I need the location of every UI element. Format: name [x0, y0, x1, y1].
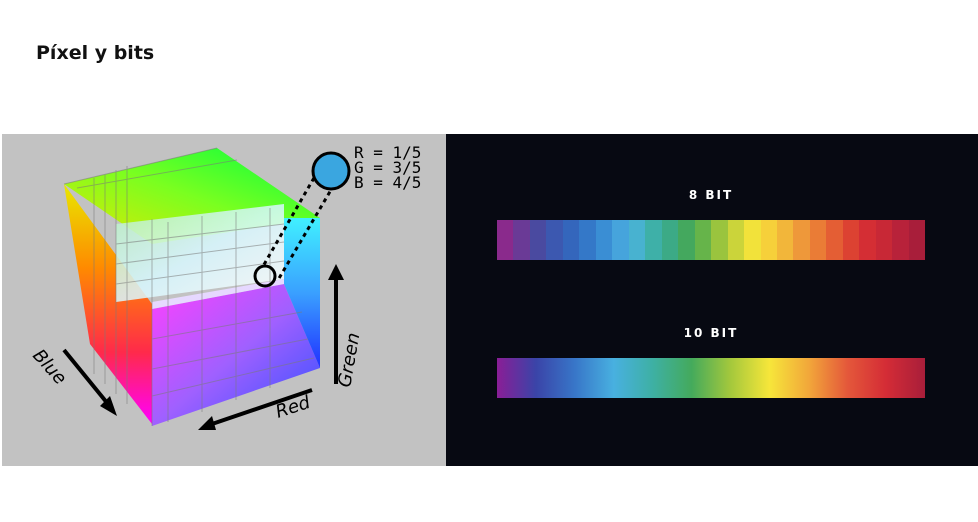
color-step: [892, 220, 909, 260]
cube-inner-step: [152, 279, 284, 309]
color-step: [711, 220, 728, 260]
label-8-bit: 8 BIT: [688, 188, 734, 202]
gradient-bar-10-bit: [497, 358, 925, 398]
selected-voxel-ring: [253, 264, 277, 288]
gradient-bar-8-bit: [497, 220, 926, 260]
color-step: [661, 220, 679, 260]
readout-b: B = 4/5: [354, 173, 421, 192]
readout-g: G = 3/5: [354, 158, 421, 177]
color-step: [612, 220, 629, 260]
color-step: [546, 220, 563, 260]
blue-axis-arrow: [62, 348, 117, 416]
color-step: [760, 220, 777, 260]
bit-depth-panel: 8 BIT 10 BIT: [446, 134, 978, 466]
connector-line-lower: [276, 177, 340, 281]
red-axis-arrow: [198, 388, 313, 430]
color-step: [908, 220, 926, 260]
color-step: [744, 220, 761, 260]
color-step: [645, 220, 662, 260]
green-axis-arrow: [328, 264, 344, 384]
color-step: [694, 220, 712, 260]
color-step: [595, 220, 613, 260]
color-step: [513, 220, 530, 260]
slide-title: Píxel y bits: [36, 42, 155, 64]
color-step: [826, 220, 843, 260]
color-step: [529, 220, 547, 260]
color-step: [793, 220, 810, 260]
color-step: [579, 220, 596, 260]
color-step: [497, 220, 514, 260]
cube-left-face: [64, 184, 152, 424]
color-step: [727, 220, 745, 260]
cube-grid-lines: [63, 147, 315, 426]
selected-pixel-circle: [311, 151, 351, 191]
color-step: [809, 220, 827, 260]
color-step: [562, 220, 580, 260]
axis-label-red: Red: [273, 392, 313, 423]
color-step: [776, 220, 794, 260]
readout-r: R = 1/5: [354, 143, 421, 162]
color-step: [678, 220, 695, 260]
color-step: [842, 220, 860, 260]
axis-label-green: Green: [334, 331, 364, 389]
color-step: [875, 220, 893, 260]
color-step: [628, 220, 646, 260]
label-10-bit: 10 BIT: [683, 326, 739, 340]
rgb-cube-panel: R = 1/5 G = 3/5 B = 4/5 Blue Red Green: [2, 134, 446, 466]
rgb-cube-diagram: R = 1/5 G = 3/5 B = 4/5 Blue Red Green: [28, 143, 421, 430]
color-step: [859, 220, 876, 260]
